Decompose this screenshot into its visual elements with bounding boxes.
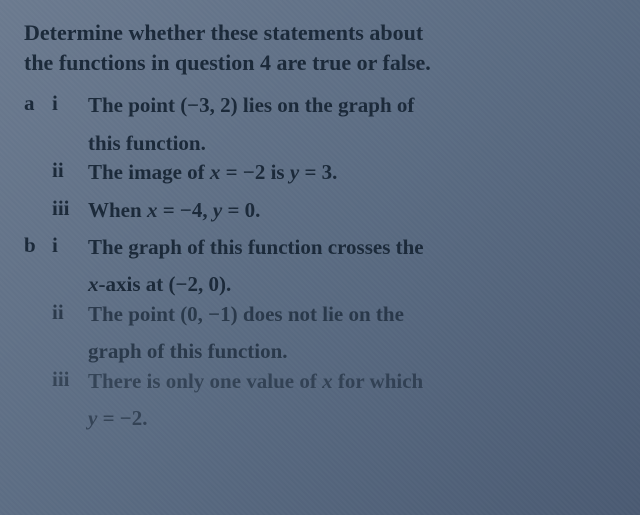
part-b-item-ii: ii The point (0, −1) does not lie on the — [52, 300, 616, 329]
roman-ii: ii — [52, 300, 88, 325]
part-a-item-iii: iii When x = −4, y = 0. — [52, 196, 616, 225]
item-text: The image of x = −2 is y = 3. — [88, 158, 337, 187]
item-text: The graph of this function crosses the — [88, 233, 424, 262]
part-b-item-iii: iii There is only one value of x for whi… — [52, 367, 616, 396]
item-text: The point (−3, 2) lies on the graph of — [88, 91, 414, 120]
item-text-cont: y = −2. — [88, 404, 616, 433]
item-text: When x = −4, y = 0. — [88, 196, 260, 225]
roman-iii: iii — [52, 367, 88, 392]
roman-i: i — [52, 233, 88, 258]
part-a-item-i: a i The point (−3, 2) lies on the graph … — [24, 91, 616, 120]
item-text: There is only one value of x for which — [88, 367, 423, 396]
roman-i: i — [52, 91, 88, 116]
item-text: The point (0, −1) does not lie on the — [88, 300, 404, 329]
question-intro: Determine whether these statements about… — [24, 18, 616, 77]
item-text-cont: this function. — [88, 129, 616, 158]
roman-ii: ii — [52, 158, 88, 183]
intro-line-2: the functions in question 4 are true or … — [24, 50, 431, 75]
part-b-item-i: b i The graph of this function crosses t… — [24, 233, 616, 262]
item-text-cont: graph of this function. — [88, 337, 616, 366]
intro-line-1: Determine whether these statements about — [24, 20, 423, 45]
part-letter-a: a — [24, 91, 52, 116]
roman-iii: iii — [52, 196, 88, 221]
item-text-cont: x-axis at (−2, 0). — [88, 270, 616, 299]
part-letter-b: b — [24, 233, 52, 258]
part-a-item-ii: ii The image of x = −2 is y = 3. — [52, 158, 616, 187]
